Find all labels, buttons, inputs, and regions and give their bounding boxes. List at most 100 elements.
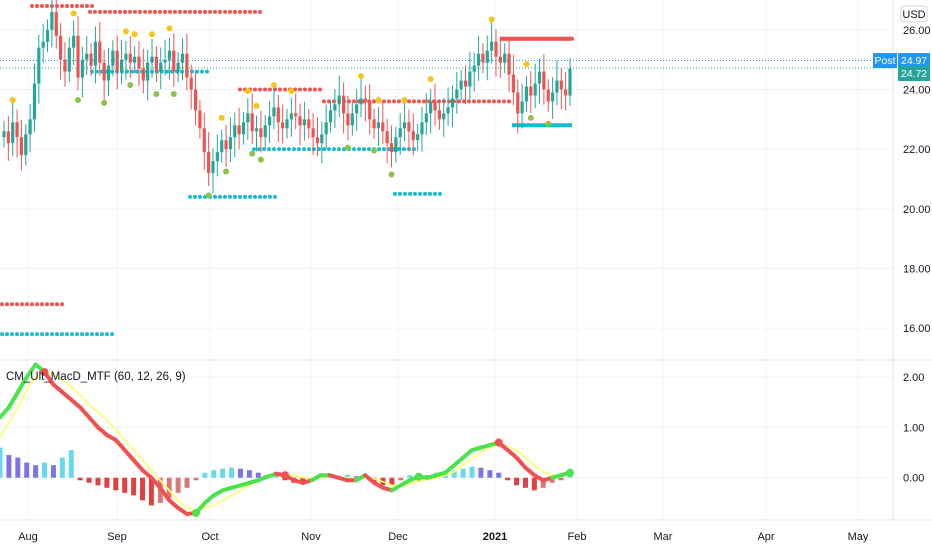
support-dot [428,191,432,196]
support-dot [193,194,197,199]
resistance-dot [148,9,152,14]
pivot-high-dot [149,31,156,38]
candle-body [342,95,346,114]
candle-body [381,122,385,132]
macd-histogram-bar [558,477,564,481]
pivot-low-dot [205,192,212,199]
resistance-dot [193,9,197,14]
candle-body [167,50,172,60]
macd-line-segment [87,415,100,430]
candle-body [537,71,542,84]
resistance-dot [128,9,132,14]
time-tick-label: May [848,531,869,543]
support-dot [408,191,412,196]
macd-histogram-bar [496,472,502,478]
pivot-low-dot [527,114,534,121]
support-dot [95,332,99,337]
macd-histogram-bar [184,477,190,488]
resistance-dot [55,302,59,307]
candle-body [498,56,502,63]
resistance-dot [198,9,202,14]
candle-body [189,77,193,90]
support-dot [243,194,247,199]
candle-body [154,56,158,72]
candle-body [24,134,28,156]
pivot-low-dot [344,144,351,151]
candle-body [546,89,550,102]
resistance-dot [98,9,102,14]
macd-histogram-bar [246,470,252,478]
candle-body [389,143,394,153]
candle-body [215,152,219,162]
support-dot [367,147,371,152]
candle-body [76,35,80,78]
support-dot [60,332,64,337]
support-dot [25,332,29,337]
time-tick-label: Nov [301,531,321,543]
resistance-dot [263,87,267,92]
support-dot [35,332,39,337]
macd-line-segment [122,448,136,463]
candle-body [363,98,367,102]
indicator-title[interactable]: CM_Ult_MacD_MTF (60, 12, 26, 9) [6,371,186,383]
support-dot [45,332,49,337]
candle-body [442,113,446,120]
macd-histogram-bar [407,475,413,478]
macd-histogram-bar [237,468,243,478]
macd-line-segment [514,455,528,470]
macd-histogram-bar [0,447,3,478]
candle-body [28,119,32,135]
time-tick-label: Dec [388,531,408,543]
last-price-value: 24.72 [901,68,927,80]
candle-body [80,59,84,78]
support-dot [357,147,361,152]
macd-histogram-bar [122,477,128,493]
candle-body [224,140,228,150]
candle-body [207,152,211,174]
candle-body [516,92,520,114]
pivot-high-dot [218,114,225,121]
macd-histogram-bar [202,472,208,478]
resistance-dot [258,87,262,92]
price-axis[interactable]: 16.00 18.00 20.00 22.00 24.00 26.00 [903,25,931,335]
candle-body [37,47,41,84]
macd-histogram-bar [24,462,30,478]
candle-body [276,107,280,123]
resistance-dot [35,302,39,307]
candle-body [402,122,407,129]
candle-body [263,125,267,138]
macd-histogram-bar [59,457,65,478]
support-dot [337,147,341,152]
resistance-dot [183,9,187,14]
resistance-dot [502,99,506,104]
macd-histogram-bar [478,467,484,478]
support-dot [263,194,267,199]
macd-histogram-bar [514,477,520,486]
pivot-high-dot [288,87,295,94]
resistance-dot [188,9,192,14]
resistance-dot [278,87,282,92]
resistance-dot [203,9,207,14]
support-dot [65,332,69,337]
support-dot [272,147,276,152]
time-tick-label: Sep [107,531,127,543]
macd-cross-marker [414,472,423,481]
resistance-dot [472,99,476,104]
candle-body [11,122,15,144]
macd-histogram-bar [33,465,39,478]
candle-body [568,68,572,96]
time-axis[interactable]: Aug Sep Oct Nov Dec 2021 Feb Mar Apr May [18,531,869,543]
support-dot [135,69,139,74]
candle-body [93,41,98,66]
candle-body [246,113,250,123]
macd-histogram-bar [229,467,235,478]
support-dot [218,194,222,199]
resistance-dot [118,9,122,14]
support-dot [180,69,184,74]
pivot-high-dot [358,73,365,80]
indicator-axis[interactable]: 0.00 1.00 2.00 [903,372,924,485]
currency-button[interactable]: USD [900,5,928,23]
support-dot [257,147,261,152]
candle-body [424,113,428,123]
